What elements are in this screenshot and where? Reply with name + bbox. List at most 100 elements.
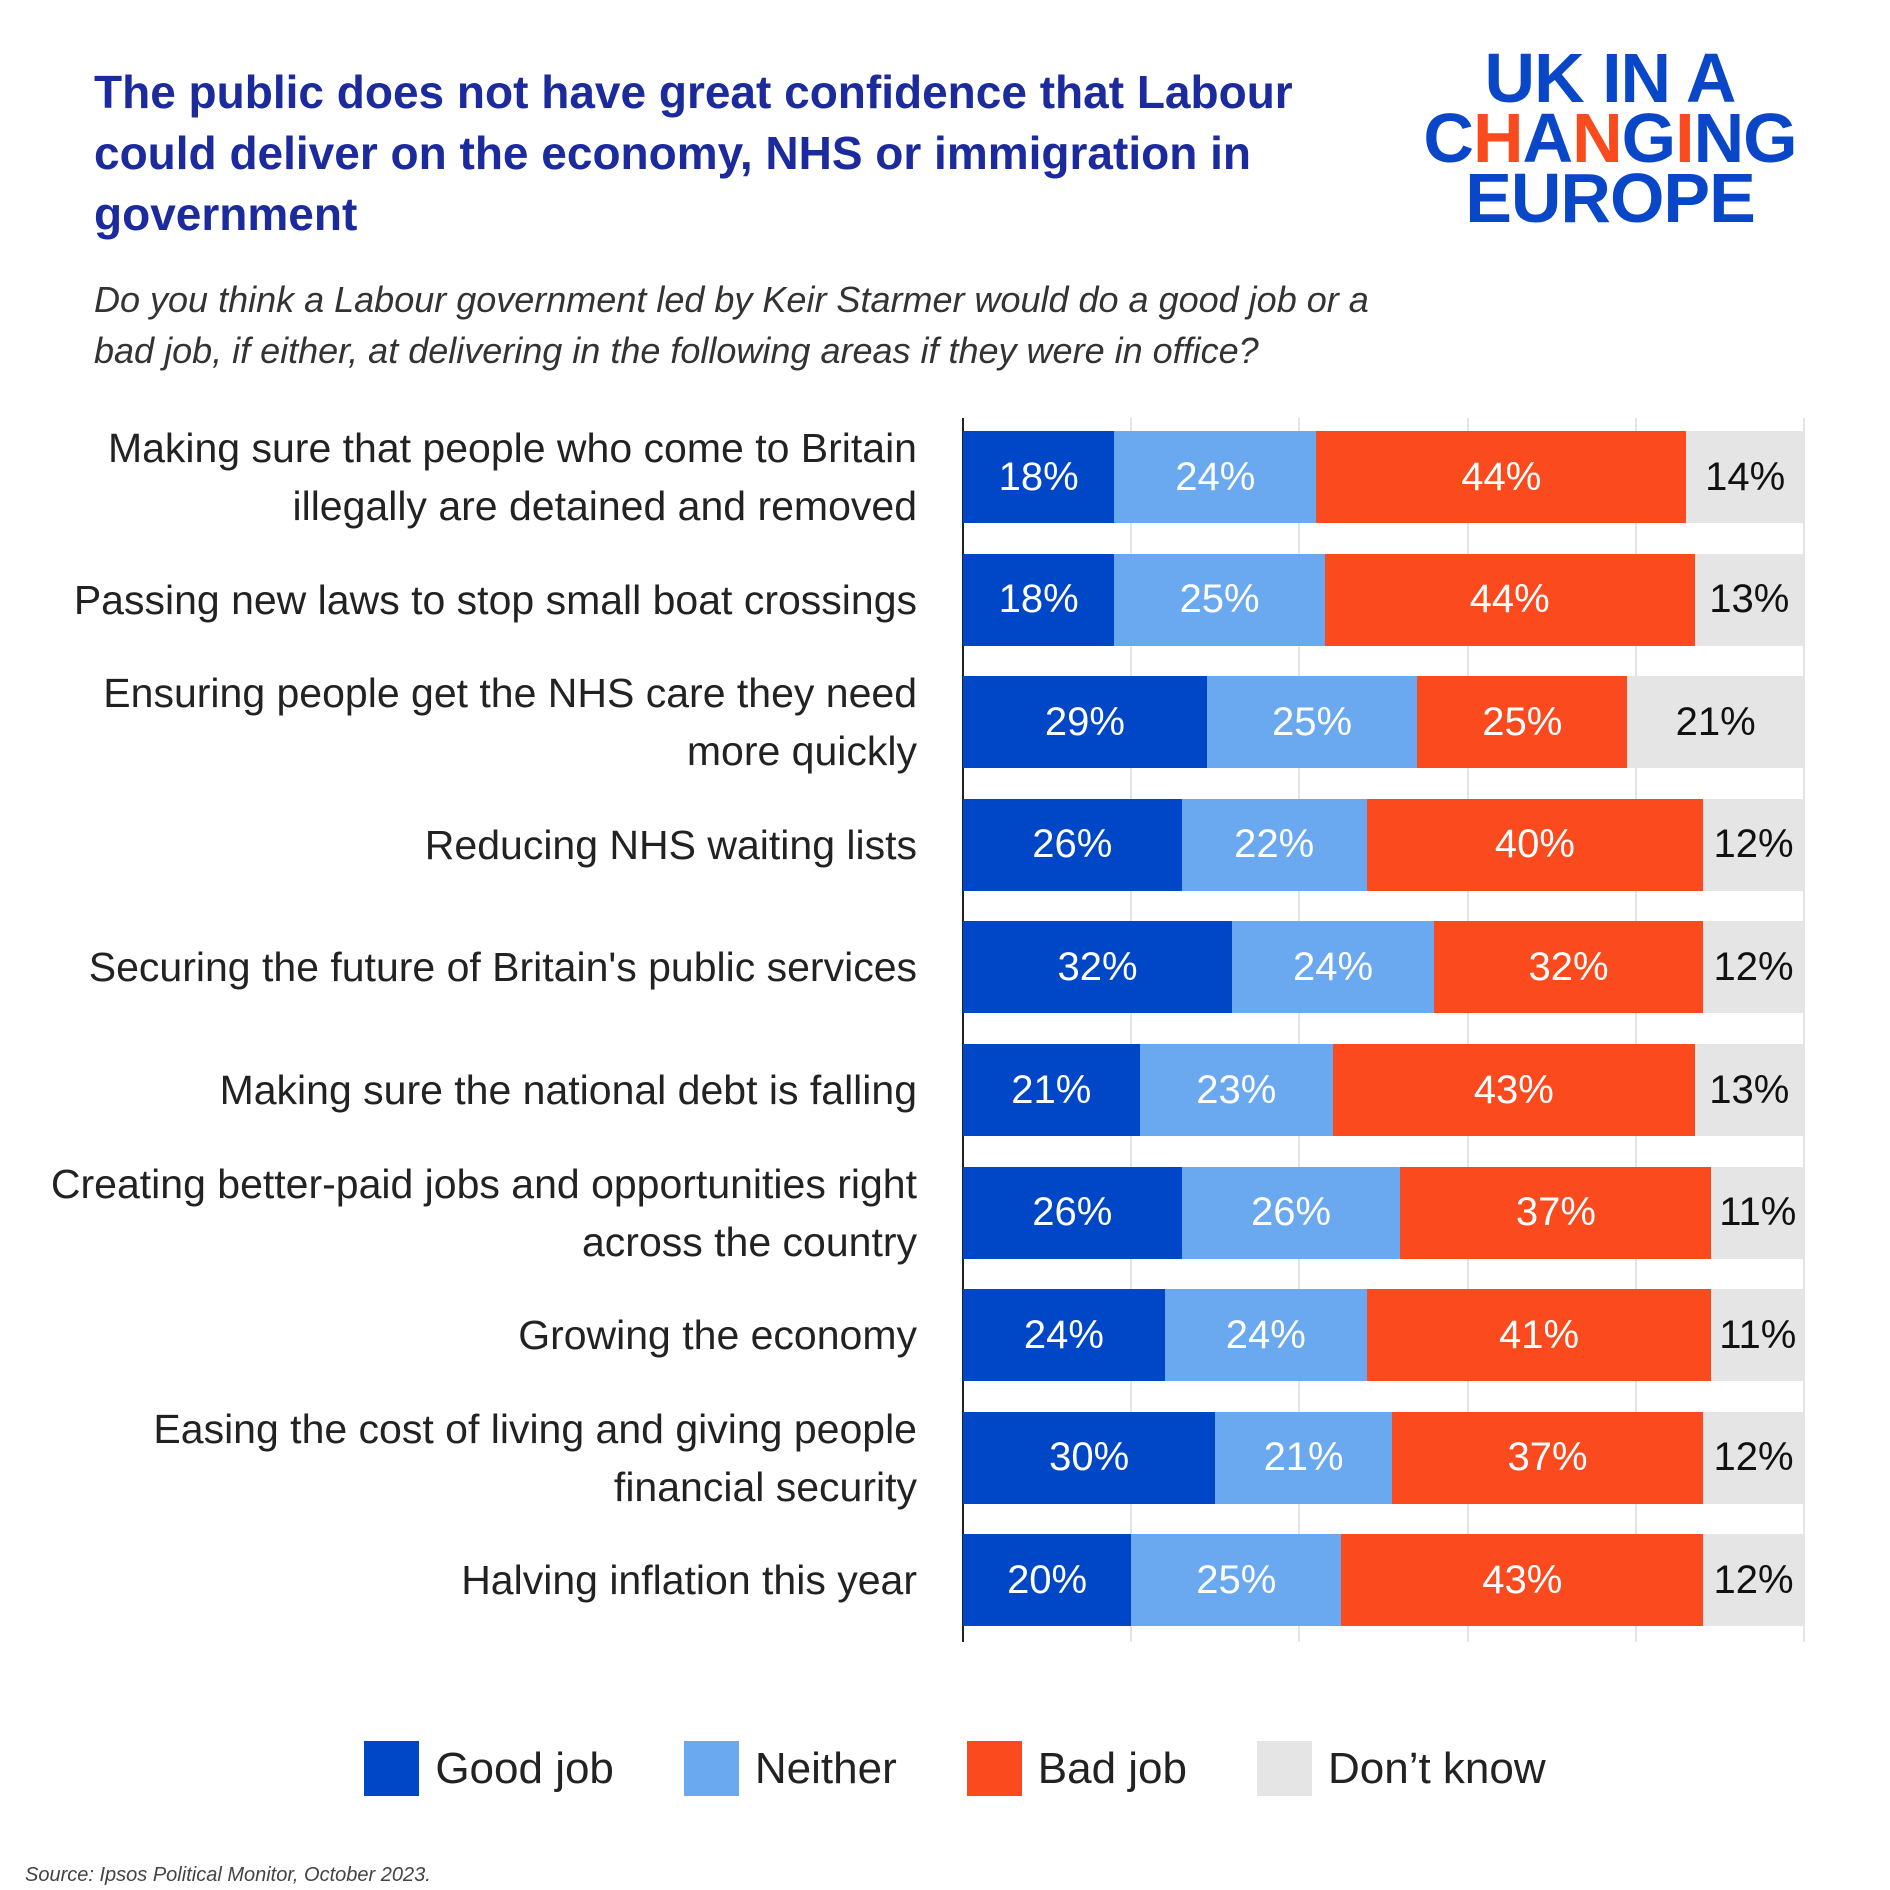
legend-label: Neither	[754, 1743, 897, 1793]
bar-segment-don-t-know: 13%	[1694, 1044, 1804, 1136]
data-label: 40%	[1494, 822, 1575, 867]
legend-swatch	[364, 1741, 420, 1796]
bar-segment-bad-job: 37%	[1400, 1166, 1712, 1259]
bar-segment-good-job: 26%	[963, 1166, 1182, 1259]
data-label: 12%	[1713, 822, 1794, 867]
data-label: 32%	[1057, 944, 1138, 989]
legend-swatch	[683, 1741, 739, 1796]
data-label: 20%	[1007, 1557, 1088, 1602]
bar-segment-don-t-know: 11%	[1711, 1289, 1804, 1382]
data-label: 25%	[1482, 699, 1563, 744]
data-label: 24%	[1225, 1312, 1306, 1357]
data-label: 11%	[1719, 1312, 1797, 1357]
bar-segment-good-job: 21%	[963, 1044, 1140, 1136]
data-label: 11%	[1719, 1190, 1797, 1235]
data-label: 25%	[1196, 1557, 1277, 1602]
legend-item: Good job	[364, 1741, 614, 1796]
bar-segment-good-job: 20%	[963, 1534, 1132, 1627]
data-label: 12%	[1713, 1557, 1794, 1602]
data-label: 37%	[1507, 1435, 1588, 1480]
category-label: Halving inflation this year	[461, 1557, 917, 1604]
bar-segment-neither: 24%	[1164, 1289, 1367, 1382]
gridline	[1466, 418, 1469, 1642]
bar-segment-neither: 21%	[1215, 1411, 1392, 1504]
bar-segment-bad-job: 44%	[1324, 553, 1695, 646]
bar-segment-good-job: 29%	[963, 676, 1207, 769]
bar-segment-neither: 22%	[1181, 798, 1367, 891]
data-label: 18%	[998, 454, 1079, 499]
legend-item: Bad job	[966, 1741, 1187, 1796]
data-label: 43%	[1482, 1557, 1563, 1602]
bar-segment-don-t-know: 14%	[1686, 431, 1804, 523]
data-label: 43%	[1473, 1067, 1554, 1112]
gridline	[1130, 418, 1133, 1642]
category-label: Passing new laws to stop small boat cros…	[73, 576, 917, 623]
data-label: 13%	[1709, 577, 1790, 622]
bar-segment-bad-job: 41%	[1366, 1289, 1712, 1382]
chart-title: The public does not have great confidenc…	[94, 66, 1293, 240]
data-label: 23%	[1196, 1067, 1277, 1112]
bar-segment-good-job: 30%	[963, 1411, 1216, 1504]
logo: UK IN A CHANGING EUROPE	[1423, 39, 1797, 237]
category-label: Easing the cost of living and giving peo…	[153, 1405, 917, 1510]
data-label: 21%	[1263, 1435, 1344, 1480]
legend: Good job Neither Bad job Don’t know	[0, 1741, 1890, 1796]
data-label: 37%	[1515, 1190, 1596, 1235]
data-label: 44%	[1469, 577, 1550, 622]
data-label: 26%	[1250, 1190, 1332, 1235]
data-label: 32%	[1528, 944, 1609, 989]
bar-segment-good-job: 26%	[963, 798, 1182, 891]
bar-segment-don-t-know: 12%	[1703, 798, 1804, 891]
bar-segment-don-t-know: 11%	[1711, 1166, 1804, 1259]
bar-segment-bad-job: 44%	[1316, 431, 1687, 523]
data-label: 13%	[1709, 1067, 1790, 1112]
data-label: 22%	[1234, 822, 1315, 867]
data-label: 14%	[1705, 454, 1786, 499]
category-label: Making sure that people who come to Brit…	[107, 425, 917, 529]
data-label: 18%	[998, 577, 1079, 622]
category-label: Making sure the national debt is falling	[219, 1067, 917, 1113]
bar-segment-don-t-know: 21%	[1627, 676, 1804, 769]
bar-segment-neither: 25%	[1206, 676, 1418, 769]
legend-swatch	[966, 1741, 1022, 1796]
bar-segment-good-job: 18%	[963, 553, 1115, 646]
bar-segment-bad-job: 32%	[1433, 921, 1704, 1014]
category-label: Securing the future of Britain's public …	[88, 944, 917, 991]
data-label: 24%	[1175, 454, 1256, 499]
data-label: 26%	[1032, 1190, 1113, 1235]
bar-segment-bad-job: 43%	[1341, 1534, 1704, 1627]
data-label: 12%	[1713, 1435, 1794, 1480]
bar-segment-don-t-know: 13%	[1694, 553, 1804, 646]
gridline	[1634, 418, 1637, 1642]
category-label: Ensuring people get the NHS care they ne…	[103, 670, 917, 775]
source-note: Source: Ipsos Political Monitor, October…	[25, 1864, 431, 1886]
bar-segment-bad-job: 25%	[1417, 676, 1628, 769]
data-label: 12%	[1713, 944, 1794, 989]
bar-segment-neither: 25%	[1131, 1534, 1342, 1627]
bar-segment-good-job: 18%	[963, 431, 1115, 523]
legend-label: Don’t know	[1327, 1743, 1546, 1793]
bar-segment-neither: 26%	[1181, 1166, 1401, 1259]
legend-item: Don’t know	[1256, 1741, 1546, 1796]
bar-segment-don-t-know: 12%	[1703, 921, 1804, 1014]
category-label: Reducing NHS waiting lists	[424, 821, 917, 868]
data-label: 21%	[1675, 699, 1756, 744]
chart-subtitle: Do you think a Labour government led by …	[94, 279, 1369, 371]
data-label: 26%	[1032, 822, 1113, 867]
y-axis-line	[962, 418, 964, 1642]
data-label: 30%	[1049, 1435, 1130, 1480]
bar-segment-don-t-know: 12%	[1703, 1534, 1804, 1627]
legend-label: Good job	[435, 1743, 614, 1793]
category-label: Creating better-paid jobs and opportunit…	[50, 1160, 917, 1265]
bar-segment-neither: 24%	[1232, 921, 1434, 1014]
data-label: 25%	[1271, 699, 1353, 744]
data-label: 24%	[1292, 944, 1374, 989]
legend-item: Neither	[683, 1741, 897, 1796]
bar-segment-good-job: 32%	[963, 921, 1233, 1014]
category-label: Growing the economy	[518, 1312, 917, 1359]
gridline	[1298, 418, 1301, 1642]
bar-segment-neither: 23%	[1139, 1044, 1334, 1136]
legend-swatch	[1256, 1741, 1312, 1796]
bar-segment-bad-job: 37%	[1391, 1411, 1704, 1504]
